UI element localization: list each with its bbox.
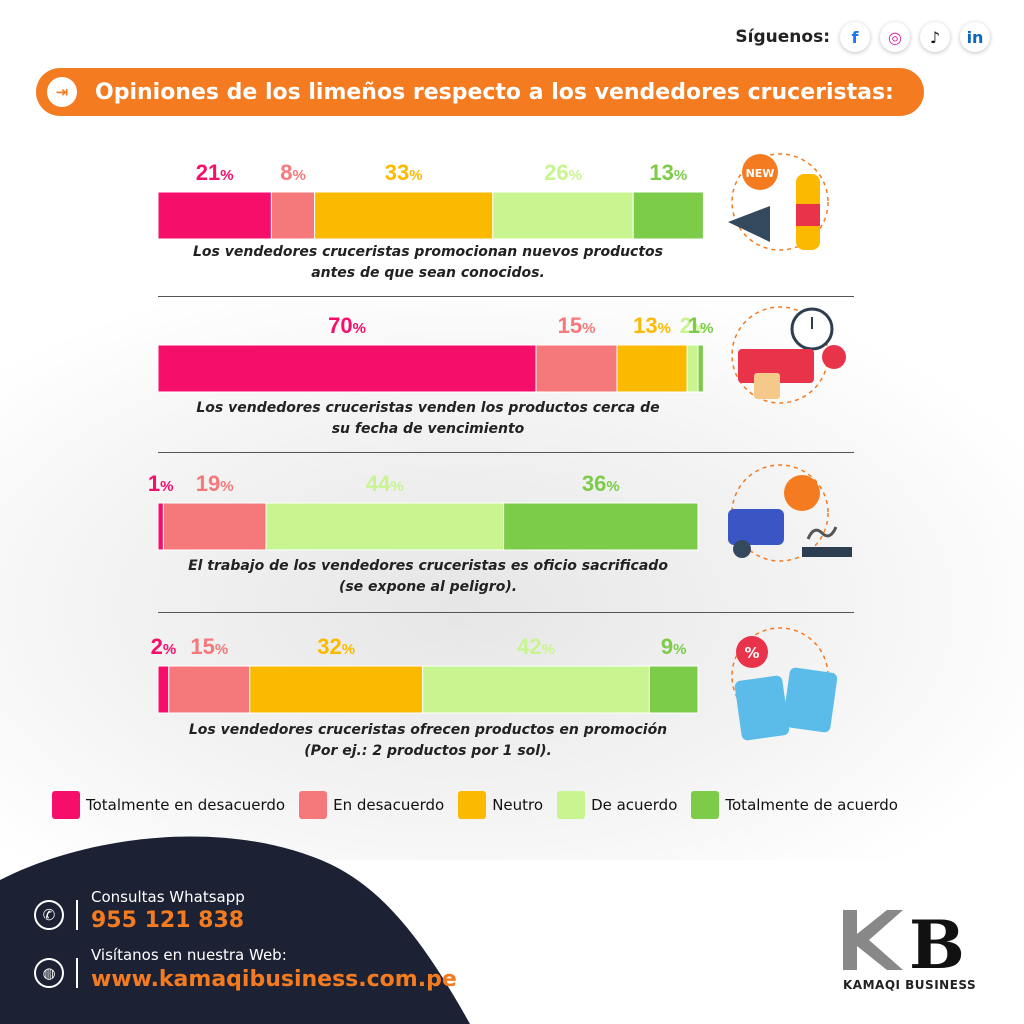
footer-separator <box>76 900 78 930</box>
whatsapp-icon[interactable]: ✆ <box>34 900 64 930</box>
brand-name: KAMAQI BUSINESS <box>843 978 977 992</box>
legend-swatch <box>691 791 720 819</box>
row-4-caption: Los vendedores cruceristas ofrecen produ… <box>188 722 668 759</box>
data-label: 26% <box>544 160 582 185</box>
row-divider <box>158 612 854 613</box>
legend-label: De acuerdo <box>591 796 678 814</box>
data-label: 9% <box>661 634 687 659</box>
danger-car-accident-icon <box>728 464 852 562</box>
arrow-in-icon: ⇥ <box>47 77 77 107</box>
data-label: 36% <box>582 471 620 496</box>
expiring-snacks-clock-icon <box>731 306 846 404</box>
new-product-megaphone-icon: NEW <box>728 153 829 251</box>
instagram-icon[interactable]: ◎ <box>880 22 910 52</box>
data-label: 33% <box>385 160 423 185</box>
data-label: 15% <box>558 313 596 338</box>
kamaqi-logo: B <box>843 910 965 980</box>
legend-swatch <box>557 791 586 819</box>
data-label: 1% <box>148 471 174 496</box>
bar-segment <box>697 344 704 393</box>
title-banner: ⇥ Opiniones de los limeños respecto a lo… <box>36 68 924 116</box>
data-label: 70% <box>328 313 366 338</box>
data-label: 2% <box>151 634 177 659</box>
bar-segment <box>249 665 424 714</box>
bar-segment <box>632 191 704 240</box>
social-follow: Síguenos: f ◎ ♪ in <box>735 22 990 52</box>
bar-segment <box>314 191 494 240</box>
bar-segment <box>422 665 650 714</box>
legend-label: Neutro <box>492 796 544 814</box>
linkedin-icon[interactable]: in <box>960 22 990 52</box>
legend: Totalmente en desacuerdo En desacuerdo N… <box>52 791 982 819</box>
svg-text:NEW: NEW <box>746 167 775 180</box>
bar-segment <box>648 665 699 714</box>
legend-item: Totalmente de acuerdo <box>691 791 898 819</box>
bar-segment <box>157 191 272 240</box>
row-1-caption: Los vendedores cruceristas promocionan n… <box>192 244 664 281</box>
bar-segment <box>265 502 505 551</box>
legend-swatch <box>458 791 487 819</box>
row-3-caption: El trabajo de los vendedores cruceristas… <box>188 558 668 595</box>
bar-segment <box>616 344 688 393</box>
bar-segment <box>157 665 170 714</box>
data-label: 13% <box>633 313 671 338</box>
bar-segment <box>492 191 634 240</box>
whatsapp-label: Consultas Whatsapp <box>91 888 245 906</box>
row-divider <box>158 452 854 453</box>
data-label: 32% <box>317 634 355 659</box>
legend-label: En desacuerdo <box>333 796 445 814</box>
data-label: 15% <box>190 634 228 659</box>
data-label: 21% <box>196 160 234 185</box>
bar-segment <box>162 502 267 551</box>
legend-item: De acuerdo <box>557 791 677 819</box>
legend-swatch <box>52 791 80 819</box>
footer-separator <box>76 958 78 988</box>
svg-text:%: % <box>744 644 759 662</box>
bar-segment <box>168 665 251 714</box>
bar-segment <box>686 344 699 393</box>
bar-segment <box>503 502 699 551</box>
whatsapp-number[interactable]: 955 121 838 <box>91 908 245 933</box>
footer-shape <box>0 836 470 1024</box>
follow-label: Síguenos: <box>735 27 830 47</box>
data-label: 42% <box>517 634 555 659</box>
facebook-icon[interactable]: f <box>840 22 870 52</box>
legend-swatch <box>299 791 328 819</box>
page-title: Opiniones de los limeños respecto a los … <box>95 79 894 105</box>
web-url[interactable]: www.kamaqibusiness.com.pe <box>91 967 457 992</box>
legend-item: Neutro <box>458 791 543 819</box>
row-2-caption: Los vendedores cruceristas venden los pr… <box>196 400 660 437</box>
bar-segment <box>157 344 537 393</box>
legend-item: Totalmente en desacuerdo <box>52 791 285 819</box>
stacked-bar-chart: 21% 8% 33% 26% 13% NEW 70% 15% 13% 2% 1% 1% 19% 44% 36… <box>148 153 852 741</box>
globe-icon: ◍ <box>34 958 64 988</box>
background-photo <box>0 300 1024 860</box>
data-label: 1% <box>688 313 714 338</box>
bar-segment <box>270 191 316 240</box>
footer-panel <box>0 836 470 1024</box>
chips-discount-icon: % <box>731 627 838 741</box>
data-label: 19% <box>196 471 234 496</box>
data-label: 8% <box>280 160 306 185</box>
legend-item: En desacuerdo <box>299 791 444 819</box>
data-label: 44% <box>366 471 404 496</box>
bar-segment <box>157 502 164 551</box>
bar-segment <box>535 344 618 393</box>
web-label: Visítanos en nuestra Web: <box>91 946 287 964</box>
logo-k-shape <box>843 910 903 970</box>
data-label: 13% <box>649 160 687 185</box>
tiktok-icon[interactable]: ♪ <box>920 22 950 52</box>
logo-b-letter: B <box>909 910 965 980</box>
legend-label: Totalmente en desacuerdo <box>86 796 286 814</box>
legend-label: Totalmente de acuerdo <box>725 796 898 814</box>
row-divider <box>158 296 854 297</box>
